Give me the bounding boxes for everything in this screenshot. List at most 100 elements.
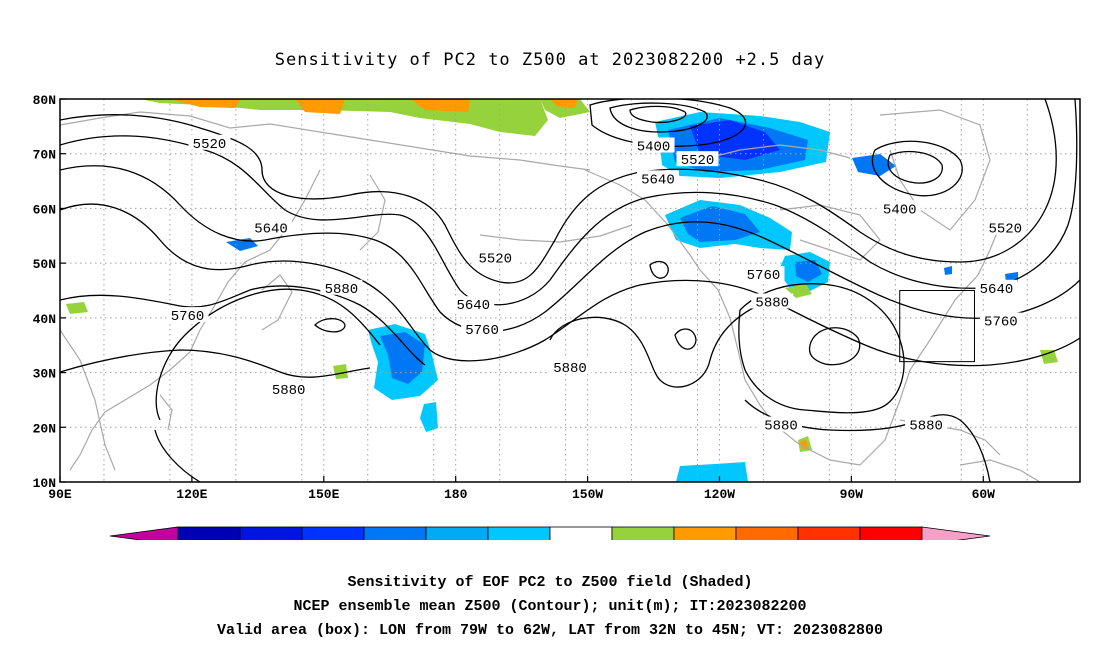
contour-label: 5520 <box>681 153 715 169</box>
shade-pacific-blue-mid <box>380 332 425 384</box>
lon-label: 60W <box>972 487 996 502</box>
contour-label-bg <box>188 134 231 150</box>
contour-label: 5880 <box>325 282 359 298</box>
footer-line-1: Sensitivity of EOF PC2 to Z500 field (Sh… <box>347 574 753 591</box>
coast-india <box>60 329 116 471</box>
shade-tropical-green-1 <box>66 302 88 314</box>
contour-label: 5640 <box>641 172 675 188</box>
contour-ring <box>808 327 861 366</box>
colorbar-swatch <box>549 526 613 540</box>
contour-label-bg <box>984 219 1027 235</box>
contour-labels: 5520 5400 5520 5640 5400 5520 5640 5520 5760 5880… <box>166 134 1027 435</box>
contour-line <box>60 165 1080 333</box>
contour-line <box>60 203 1080 367</box>
contour-label: 5880 <box>553 361 587 377</box>
lat-label: 30N <box>33 367 56 382</box>
contour-label: 5640 <box>980 282 1014 298</box>
colorbar-swatch <box>797 526 861 540</box>
shade-arctic-orange-1 <box>170 99 240 108</box>
contour-line <box>60 285 426 366</box>
lon-label: 120W <box>704 487 735 502</box>
sensitivity-map: 5520 5400 5520 5640 5400 5520 5640 5520 5760 5880… <box>33 93 1081 540</box>
plot-frame <box>59 98 1081 483</box>
footer-line-2: NCEP ensemble mean Z500 (Contour); unit(… <box>293 598 807 615</box>
latitude-labels: 80N 70N 60N 50N 40N 30N 20N 10N <box>33 93 66 491</box>
contour-line <box>60 99 1057 284</box>
coast-south-america <box>959 459 1041 482</box>
contour-ring <box>887 151 943 184</box>
contour-label: 5520 <box>193 137 227 153</box>
colorbar-swatch <box>177 526 241 540</box>
colorbar-swatch <box>425 526 489 540</box>
coast-greenland <box>879 109 991 231</box>
lon-label: 150W <box>572 487 603 502</box>
colorbar-max-triangle <box>921 526 991 540</box>
shade-arctic-orange-east <box>550 99 578 108</box>
coast-philippines <box>159 394 173 431</box>
contour-label-bg <box>549 359 591 375</box>
contour-ring <box>649 260 669 279</box>
contour-label-bg <box>250 219 293 235</box>
longitude-labels: 90E 120E 150E 180 150W 120W 90W 60W <box>48 476 995 502</box>
contour-label-bg <box>676 151 719 167</box>
coast-na-west <box>699 269 861 466</box>
lon-label: 90W <box>840 487 864 502</box>
contour-label: 5640 <box>456 298 490 314</box>
contour-label: 5760 <box>465 323 499 339</box>
contour-label-bg <box>320 279 363 295</box>
contour-label-bg <box>166 307 209 323</box>
lon-label: 90E <box>48 487 72 502</box>
lat-label: 60N <box>33 202 56 217</box>
coast-aleutians <box>479 224 633 243</box>
contour-ring <box>314 318 346 333</box>
contour-line <box>60 349 371 378</box>
colorbar-swatch <box>363 526 427 540</box>
colorbar-min-triangle <box>109 526 179 540</box>
contour-label-bg <box>452 296 495 312</box>
shade-arctic-blue-sea <box>944 266 952 275</box>
contour-label: 5760 <box>171 309 205 325</box>
colorbar-swatch <box>301 526 365 540</box>
contour-label: 5400 <box>637 140 671 156</box>
contour-label-bg <box>878 200 921 216</box>
contour-line <box>744 399 921 432</box>
contour-label-bg <box>632 137 675 153</box>
contour-label: 5760 <box>747 268 781 284</box>
lon-label: 120E <box>176 487 207 502</box>
contour-ring <box>609 102 708 133</box>
colorbar-swatch <box>859 526 923 540</box>
colorbar-swatch <box>487 526 551 540</box>
contour-label: 5640 <box>254 222 288 238</box>
contour-label-bg <box>474 249 517 265</box>
chart-title: Sensitivity of PC2 to Z500 at 2023082200… <box>274 50 826 70</box>
shaded-sensitivity <box>66 99 1058 482</box>
lat-label: 40N <box>33 312 56 327</box>
contour-label-bg <box>979 312 1022 328</box>
contour-label-bg <box>760 416 803 432</box>
contour-label-bg <box>905 416 948 432</box>
contour-line <box>549 299 771 388</box>
colorbar-swatch <box>735 526 799 540</box>
contour-label: 5520 <box>988 222 1022 238</box>
contour-label-bg <box>742 266 785 282</box>
shade-mexico-blue <box>676 462 748 482</box>
colorbar: −0.9−0.8−0.7−0.6−0.5−0.420.420.50.60.70.… <box>109 526 991 540</box>
contour-label-bg <box>267 380 310 396</box>
contour-line <box>738 283 905 414</box>
lon-label: 150E <box>308 487 339 502</box>
shade-arctic-orange-3 <box>410 99 470 112</box>
contour-line <box>154 429 201 482</box>
shade-midwest-green <box>785 284 812 298</box>
contour-label: 5880 <box>272 383 306 399</box>
shade-alaska-blue-dark <box>690 120 780 160</box>
contour-label: 5880 <box>909 419 943 435</box>
lat-label: 10N <box>33 476 56 491</box>
shade-greenland-blue <box>852 154 896 176</box>
contour-label-bg <box>751 293 794 309</box>
colorbar-swatch <box>611 526 675 540</box>
contour-ring <box>674 328 697 350</box>
lat-label: 50N <box>33 257 56 272</box>
contour-ring <box>871 140 963 197</box>
colorbar-swatch <box>673 526 737 540</box>
coast-siberia <box>60 111 591 171</box>
